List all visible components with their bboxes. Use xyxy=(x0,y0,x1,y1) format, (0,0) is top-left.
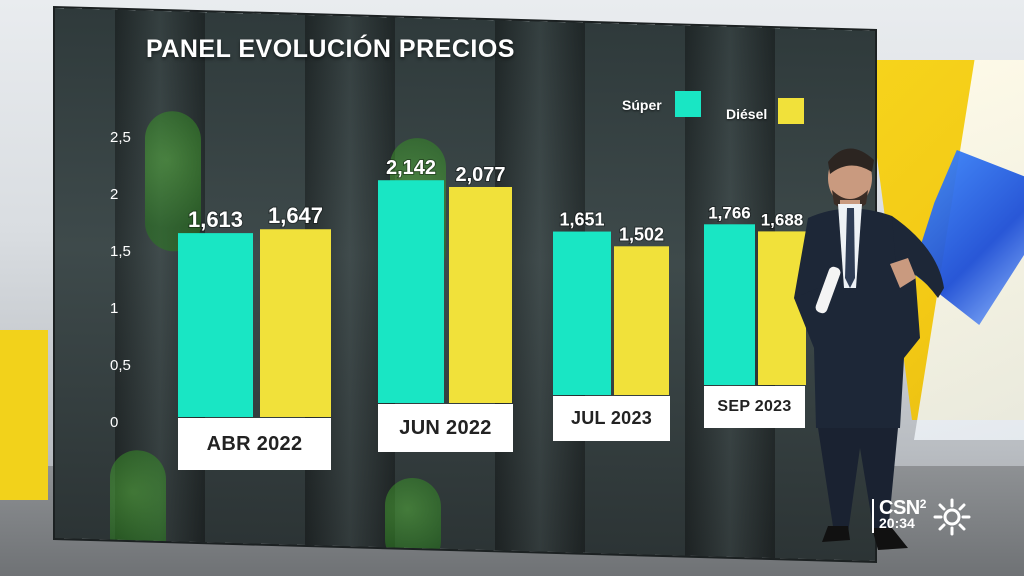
y-tick-label: 2 xyxy=(110,186,118,203)
data-label-súper-0: 1,613 xyxy=(188,207,243,232)
bar-súper-2 xyxy=(553,231,611,395)
legend-swatch-super xyxy=(675,91,701,117)
studio-decor-left xyxy=(0,330,48,500)
logo-separator xyxy=(872,499,874,533)
data-label-diésel-3: 1,688 xyxy=(761,210,804,229)
chart-title: PANEL EVOLUCIÓN PRECIOS xyxy=(146,35,515,63)
data-label-diésel-2: 1,502 xyxy=(619,224,664,244)
bar-diésel-1 xyxy=(449,186,512,403)
channel-number: 2 xyxy=(919,497,927,511)
category-label-sep-2023: SEP 2023 xyxy=(704,386,805,428)
y-tick-label: 0 xyxy=(110,414,118,431)
andalucia-logo-icon xyxy=(933,498,971,536)
presenter xyxy=(794,148,944,550)
y-tick-label: 1,5 xyxy=(110,243,131,260)
data-label-súper-3: 1,766 xyxy=(708,203,751,222)
legend-swatch-diesel xyxy=(778,98,804,124)
data-label-súper-2: 1,651 xyxy=(559,210,604,230)
category-label-jun-2022: JUN 2022 xyxy=(378,404,513,452)
y-tick-label: 1 xyxy=(110,300,118,317)
channel-name: CSN xyxy=(879,497,920,519)
y-tick-label: 0,5 xyxy=(110,357,131,374)
broadcast-time: 20:34 xyxy=(879,515,915,531)
bar-súper-3 xyxy=(704,224,755,385)
bar-diésel-0 xyxy=(260,229,331,417)
legend-label-super: Súper xyxy=(622,97,662,113)
legend-label-diesel: Diésel xyxy=(726,106,768,122)
y-tick-label: 2,5 xyxy=(110,129,131,146)
bar-diésel-3 xyxy=(758,231,806,385)
category-label-abr-2022: ABR 2022 xyxy=(178,418,331,470)
category-label-jul-2023: JUL 2023 xyxy=(553,396,670,441)
bar-diésel-2 xyxy=(614,246,669,395)
bar-súper-0 xyxy=(178,233,253,417)
data-label-diésel-1: 2,077 xyxy=(455,164,505,186)
data-label-diésel-0: 1,647 xyxy=(268,203,323,228)
data-label-súper-1: 2,142 xyxy=(386,157,436,179)
bar-súper-1 xyxy=(378,180,444,403)
